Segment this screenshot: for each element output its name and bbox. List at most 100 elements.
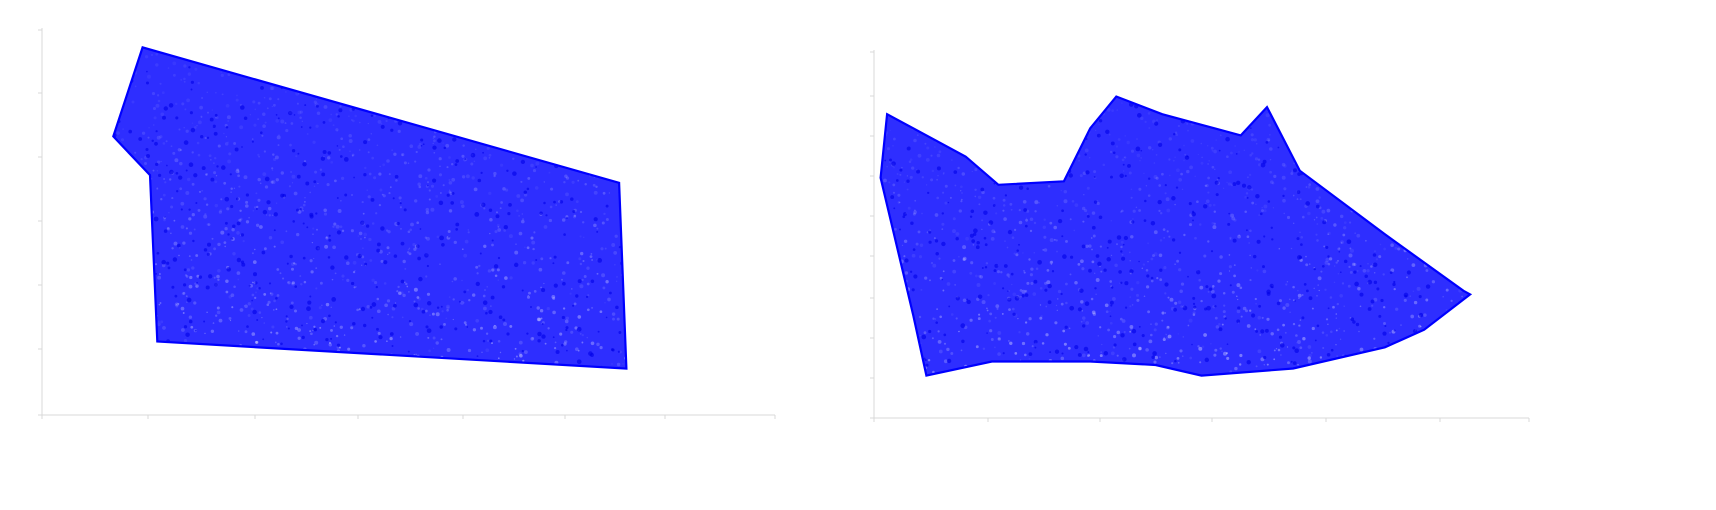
point-speck [1044,281,1048,285]
point-speck [396,290,399,293]
point-speck [993,231,996,234]
point-speck [1444,154,1447,157]
point-speck [237,278,240,281]
point-speck [887,237,889,239]
point-speck [147,230,150,233]
point-speck [1239,286,1243,290]
point-speck [1076,141,1080,145]
point-speck [180,78,183,81]
point-speck [1168,137,1173,141]
point-speck [1393,125,1398,130]
point-speck [1163,266,1167,270]
point-speck [1109,310,1111,312]
point-speck [1166,325,1170,329]
point-dense [138,137,143,141]
point-speck [436,109,439,112]
point-speck [432,347,435,349]
point-dense [1414,192,1418,196]
point-speck [1042,119,1047,124]
point-speck [143,227,146,230]
point-speck [1177,361,1180,364]
point-speck [898,201,901,204]
point-speck [216,348,221,352]
point-speck [400,66,403,69]
point-speck [290,354,292,356]
point-dense [528,63,533,67]
point-speck [114,83,119,88]
point-speck [1278,372,1281,375]
point-speck [1318,289,1320,292]
point-dense [613,62,618,67]
point-speck [1192,313,1196,316]
point-speck [1212,287,1214,289]
point-dense [164,216,166,218]
point-dense [1014,295,1020,301]
point-speck [1400,324,1402,326]
point-speck [1395,307,1399,311]
point-speck [1378,149,1382,153]
point-speck [1081,267,1085,271]
point-dense [1437,354,1440,357]
point-speck [421,53,423,55]
point-speck [1011,307,1015,311]
point-speck [184,360,187,364]
point-speck [268,236,273,240]
point-speck [616,317,620,321]
point-speck [954,184,957,187]
point-dense [371,316,374,319]
point-speck [294,263,297,266]
point-speck [462,48,467,53]
point-dense [1184,155,1190,160]
point-speck [277,98,280,101]
point-speck [1093,272,1096,275]
point-speck [415,150,418,154]
point-speck [930,154,933,157]
point-speck [146,218,149,221]
point-speck [1162,228,1166,231]
point-speck [1213,210,1216,213]
point-speck [896,275,898,278]
point-dense [1110,141,1115,146]
point-dense [390,93,395,98]
point-speck [1402,169,1406,173]
point-dense [955,296,960,301]
point-dense [206,252,211,256]
point-speck [526,295,531,299]
point-speck [446,166,449,169]
point-speck [443,112,447,116]
point-dense [370,197,375,202]
point-speck [941,228,944,230]
point-speck [313,343,316,346]
point-speck [357,235,359,237]
point-speck [340,199,342,202]
point-speck [912,212,916,216]
point-speck [289,79,292,82]
point-speck [503,322,507,326]
point-speck [904,271,909,275]
point-speck [1162,337,1166,342]
point-dense [182,283,187,287]
point-speck [1333,223,1337,227]
point-speck [1177,124,1181,128]
point-speck [1041,342,1045,345]
point-speck [570,330,574,334]
point-speck [1081,310,1084,312]
point-speck [936,308,938,310]
point-speck [367,54,371,58]
point-speck [367,99,371,103]
point-speck [1393,213,1398,217]
point-speck [607,83,611,87]
point-speck [534,186,539,190]
point-speck [155,103,160,108]
point-dense [935,321,938,324]
point-speck [472,293,476,297]
point-speck [601,221,605,225]
point-speck [888,181,891,184]
point-speck [1407,145,1412,150]
point-speck [158,303,161,306]
point-speck [1285,303,1290,307]
point-dense [343,47,346,50]
point-speck [1412,100,1415,103]
point-speck [328,341,332,344]
point-speck [472,328,477,332]
